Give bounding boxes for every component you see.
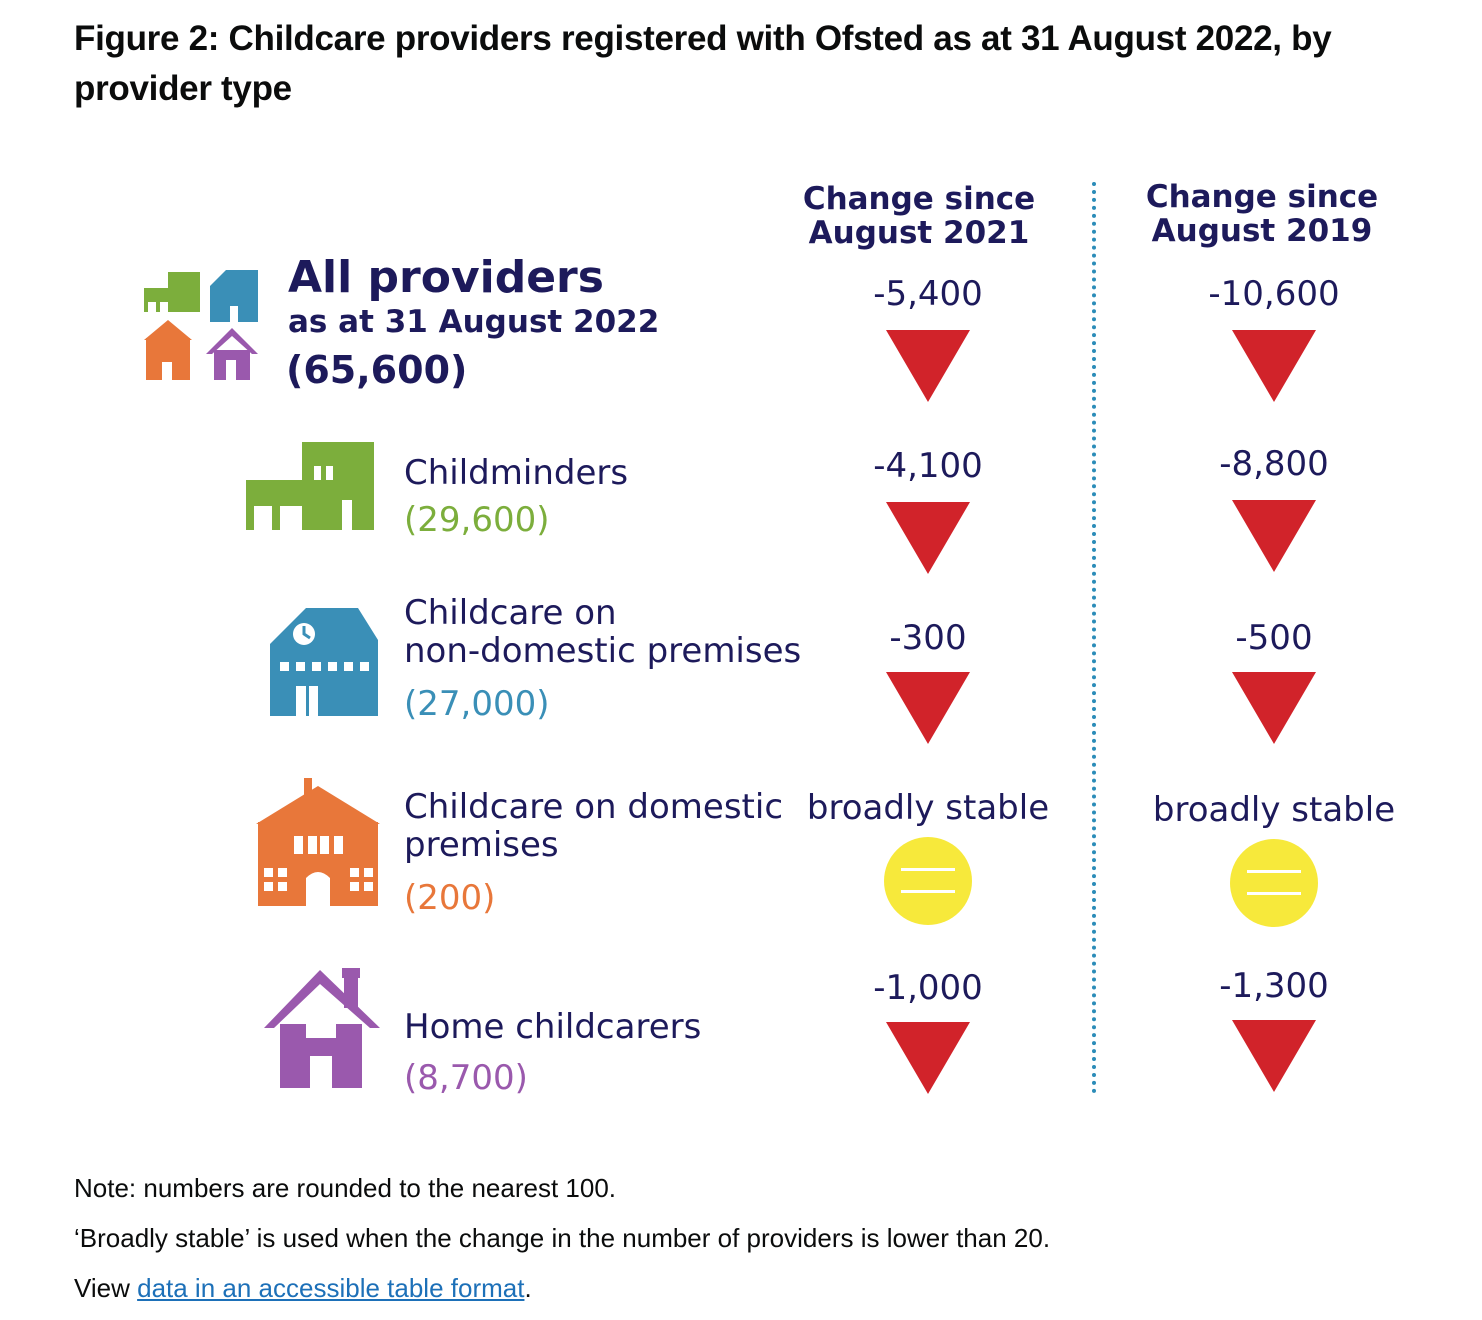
equals-circle-icon bbox=[884, 837, 972, 925]
childminders-marker-2021 bbox=[798, 500, 1058, 576]
all-providers-marker-2021 bbox=[798, 328, 1058, 404]
domestic-marker-2021 bbox=[798, 836, 1058, 926]
home-childcarers-change-2019: -1,300 bbox=[1219, 966, 1329, 1006]
non-domestic-marker-2019 bbox=[1144, 670, 1404, 746]
childminders-label: Childminders bbox=[404, 453, 629, 493]
domestic-change-2019: broadly stable bbox=[1152, 790, 1396, 830]
accessible-table-link[interactable]: data in an accessible table format bbox=[137, 1273, 525, 1303]
down-triangle-icon bbox=[1232, 330, 1316, 402]
column-header-2021-line1: Change since bbox=[802, 181, 1036, 217]
childminders-change-2021: -4,100 bbox=[873, 446, 983, 486]
school-building-icon bbox=[270, 608, 378, 716]
column-header-2021-line2: August 2021 bbox=[808, 215, 1030, 251]
all-providers-marker-2019 bbox=[1144, 328, 1404, 404]
accessible-data-prefix: View bbox=[74, 1273, 138, 1303]
all-providers-change-2019: -10,600 bbox=[1208, 274, 1340, 314]
all-providers-title: All providers bbox=[288, 252, 604, 303]
domestic-marker-2019 bbox=[1144, 838, 1404, 928]
small-domestic-icon bbox=[144, 320, 192, 380]
equals-circle-icon bbox=[1230, 839, 1318, 927]
domestic-count: (200) bbox=[404, 878, 496, 918]
non-domestic-change-2021: -300 bbox=[889, 618, 967, 658]
all-providers-subtitle: as at 31 August 2022 bbox=[288, 304, 660, 340]
home-childcarers-count: (8,700) bbox=[404, 1058, 528, 1098]
all-providers-change-2021: -5,400 bbox=[873, 274, 983, 314]
childminders-marker-2019 bbox=[1144, 498, 1404, 574]
home-childcarers-marker-2019 bbox=[1144, 1018, 1404, 1094]
down-triangle-icon bbox=[886, 330, 970, 402]
column-divider bbox=[1092, 182, 1096, 1094]
childminder-icon bbox=[246, 442, 374, 530]
domestic-house-icon bbox=[256, 778, 380, 906]
non-domestic-count: (27,000) bbox=[404, 684, 550, 724]
down-triangle-icon bbox=[886, 502, 970, 574]
down-triangle-icon bbox=[886, 1022, 970, 1094]
domestic-label-line2: premises bbox=[404, 825, 559, 865]
accessible-data-note: View data in an accessible table format. bbox=[74, 1270, 532, 1306]
domestic-label-line1: Childcare on domestic bbox=[404, 787, 784, 827]
domestic-change-2021: broadly stable bbox=[806, 788, 1050, 828]
down-triangle-icon bbox=[1232, 500, 1316, 572]
down-triangle-icon bbox=[1232, 1020, 1316, 1092]
small-childminder-icon bbox=[144, 272, 200, 312]
down-triangle-icon bbox=[886, 672, 970, 744]
column-header-2019: Change since August 2019 bbox=[1112, 180, 1412, 248]
childminders-change-2019: -8,800 bbox=[1219, 444, 1329, 484]
stable-note: ‘Broadly stable’ is used when the change… bbox=[74, 1223, 1051, 1253]
accessible-data-suffix: . bbox=[524, 1273, 532, 1303]
rounding-note: Note: numbers are rounded to the nearest… bbox=[74, 1173, 617, 1203]
figure-title: Figure 2: Childcare providers registered… bbox=[74, 19, 1332, 108]
non-domestic-marker-2021 bbox=[798, 670, 1058, 746]
childminders-count: (29,600) bbox=[404, 500, 550, 540]
non-domestic-label-line2: non-domestic premises bbox=[404, 631, 802, 671]
home-childcarers-change-2021: -1,000 bbox=[873, 968, 983, 1008]
column-header-2019-line1: Change since bbox=[1145, 179, 1379, 215]
column-header-2019-line2: August 2019 bbox=[1151, 213, 1373, 249]
small-school-icon bbox=[210, 270, 258, 322]
small-home-icon bbox=[206, 328, 258, 380]
non-domestic-change-2019: -500 bbox=[1235, 618, 1313, 658]
home-childcarer-icon bbox=[264, 968, 380, 1088]
home-childcarers-marker-2021 bbox=[798, 1020, 1058, 1096]
home-childcarers-label: Home childcarers bbox=[404, 1007, 702, 1047]
non-domestic-label-line1: Childcare on bbox=[404, 593, 617, 633]
all-providers-icon bbox=[144, 270, 258, 380]
column-header-2021: Change since August 2021 bbox=[769, 182, 1069, 250]
down-triangle-icon bbox=[1232, 672, 1316, 744]
all-providers-count: (65,600) bbox=[286, 348, 468, 392]
